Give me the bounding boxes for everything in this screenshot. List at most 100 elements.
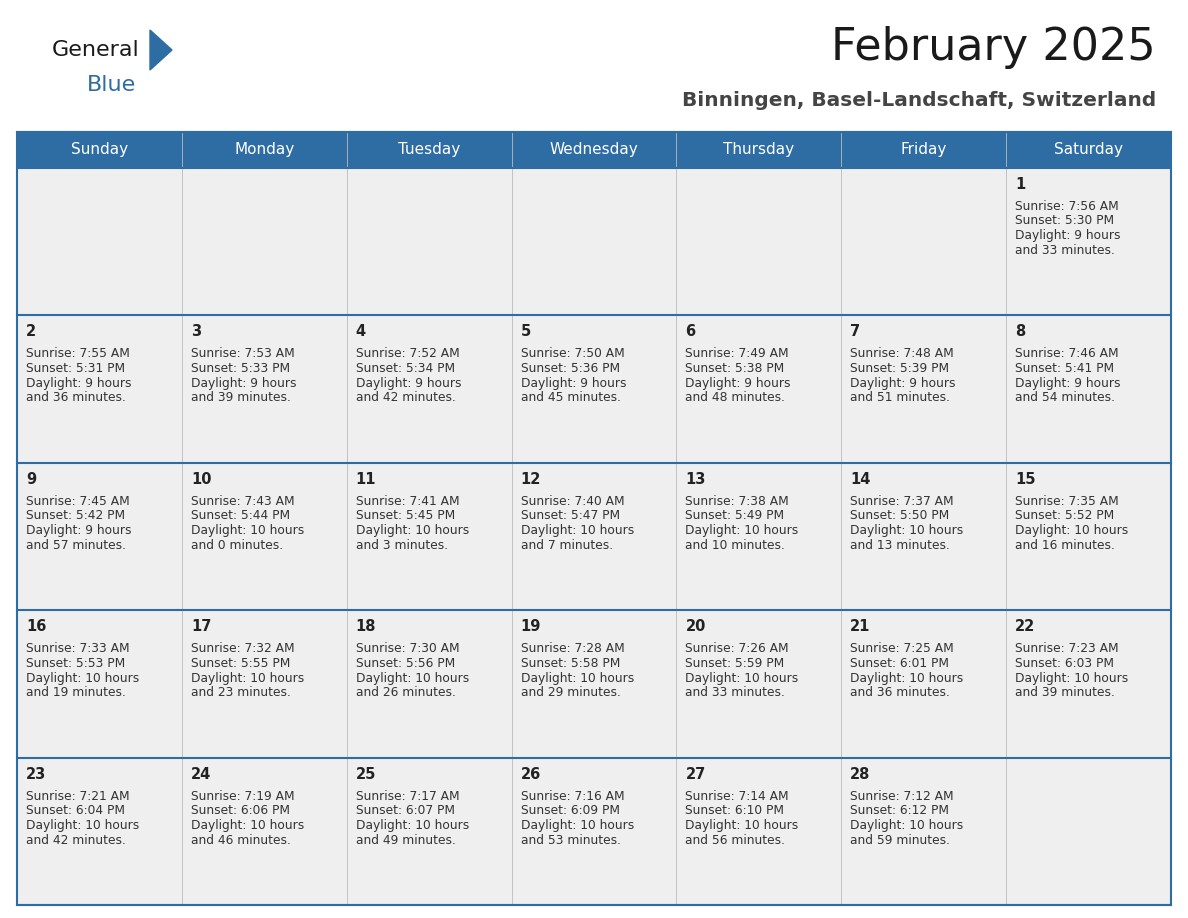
Text: 8: 8 [1015, 324, 1025, 339]
Text: Blue: Blue [87, 75, 137, 95]
Text: Daylight: 10 hours: Daylight: 10 hours [191, 819, 304, 832]
Text: Friday: Friday [901, 142, 947, 157]
Text: and 36 minutes.: and 36 minutes. [851, 687, 950, 700]
Text: Wednesday: Wednesday [550, 142, 638, 157]
Text: Sunset: 6:12 PM: Sunset: 6:12 PM [851, 804, 949, 817]
Text: Sunrise: 7:33 AM: Sunrise: 7:33 AM [26, 642, 129, 655]
Bar [841, 167, 1006, 315]
Text: 4: 4 [355, 324, 366, 339]
Bar [347, 315, 512, 463]
Text: Sunrise: 7:43 AM: Sunrise: 7:43 AM [191, 495, 295, 508]
Text: and 13 minutes.: and 13 minutes. [851, 539, 950, 552]
Text: 3: 3 [191, 324, 201, 339]
Text: and 7 minutes.: and 7 minutes. [520, 539, 613, 552]
Text: Sunset: 5:59 PM: Sunset: 5:59 PM [685, 656, 785, 670]
Text: 28: 28 [851, 767, 871, 781]
Text: Sunrise: 7:49 AM: Sunrise: 7:49 AM [685, 347, 789, 360]
Bar [347, 463, 512, 610]
Text: Daylight: 10 hours: Daylight: 10 hours [191, 524, 304, 537]
Text: Sunset: 5:45 PM: Sunset: 5:45 PM [355, 509, 455, 522]
Text: Sunrise: 7:56 AM: Sunrise: 7:56 AM [1015, 199, 1119, 212]
Text: Sunrise: 7:45 AM: Sunrise: 7:45 AM [26, 495, 129, 508]
Text: 2: 2 [26, 324, 36, 339]
Bar [512, 315, 676, 463]
Text: Daylight: 10 hours: Daylight: 10 hours [355, 524, 469, 537]
Text: Daylight: 10 hours: Daylight: 10 hours [1015, 672, 1129, 685]
Text: 14: 14 [851, 472, 871, 487]
Text: Daylight: 10 hours: Daylight: 10 hours [1015, 524, 1129, 537]
Text: 5: 5 [520, 324, 531, 339]
Bar [676, 167, 841, 315]
Text: Daylight: 9 hours: Daylight: 9 hours [1015, 230, 1120, 242]
Text: Sunset: 5:58 PM: Sunset: 5:58 PM [520, 656, 620, 670]
Text: Sunrise: 7:12 AM: Sunrise: 7:12 AM [851, 789, 954, 802]
Bar [17, 463, 182, 610]
Text: Sunrise: 7:53 AM: Sunrise: 7:53 AM [191, 347, 295, 360]
Text: Daylight: 9 hours: Daylight: 9 hours [26, 524, 132, 537]
Bar [1006, 167, 1171, 315]
Text: Sunrise: 7:14 AM: Sunrise: 7:14 AM [685, 789, 789, 802]
Text: 20: 20 [685, 619, 706, 634]
Text: Daylight: 10 hours: Daylight: 10 hours [851, 819, 963, 832]
Polygon shape [150, 30, 172, 70]
Text: and 51 minutes.: and 51 minutes. [851, 391, 950, 405]
Text: Sunrise: 7:26 AM: Sunrise: 7:26 AM [685, 642, 789, 655]
Text: Sunrise: 7:32 AM: Sunrise: 7:32 AM [191, 642, 295, 655]
Bar [676, 757, 841, 905]
Text: 27: 27 [685, 767, 706, 781]
Text: and 16 minutes.: and 16 minutes. [1015, 539, 1116, 552]
Text: Sunset: 6:07 PM: Sunset: 6:07 PM [355, 804, 455, 817]
Text: Sunset: 6:06 PM: Sunset: 6:06 PM [191, 804, 290, 817]
Text: Sunset: 5:53 PM: Sunset: 5:53 PM [26, 656, 125, 670]
Text: 13: 13 [685, 472, 706, 487]
Text: Daylight: 9 hours: Daylight: 9 hours [685, 376, 791, 389]
Text: Sunrise: 7:40 AM: Sunrise: 7:40 AM [520, 495, 624, 508]
Text: General: General [52, 40, 140, 60]
Text: Sunset: 5:50 PM: Sunset: 5:50 PM [851, 509, 949, 522]
Text: 10: 10 [191, 472, 211, 487]
Text: Sunset: 6:03 PM: Sunset: 6:03 PM [1015, 656, 1114, 670]
Bar [512, 463, 676, 610]
Text: and 42 minutes.: and 42 minutes. [26, 834, 126, 847]
Text: Monday: Monday [234, 142, 295, 157]
Text: Sunrise: 7:28 AM: Sunrise: 7:28 AM [520, 642, 625, 655]
Text: and 29 minutes.: and 29 minutes. [520, 687, 620, 700]
Bar [17, 757, 182, 905]
Bar [676, 315, 841, 463]
Text: Daylight: 9 hours: Daylight: 9 hours [851, 376, 956, 389]
Text: Sunday: Sunday [71, 142, 128, 157]
Bar [182, 315, 347, 463]
Text: February 2025: February 2025 [832, 26, 1156, 69]
Text: and 49 minutes.: and 49 minutes. [355, 834, 455, 847]
Text: 23: 23 [26, 767, 46, 781]
Text: Daylight: 10 hours: Daylight: 10 hours [851, 672, 963, 685]
Text: 1: 1 [1015, 176, 1025, 192]
Bar [512, 757, 676, 905]
Text: Sunrise: 7:17 AM: Sunrise: 7:17 AM [355, 789, 460, 802]
Text: and 26 minutes.: and 26 minutes. [355, 687, 455, 700]
Text: 16: 16 [26, 619, 46, 634]
Text: Sunset: 5:34 PM: Sunset: 5:34 PM [355, 362, 455, 375]
Text: Sunset: 5:42 PM: Sunset: 5:42 PM [26, 509, 125, 522]
Text: Sunrise: 7:21 AM: Sunrise: 7:21 AM [26, 789, 129, 802]
Text: 25: 25 [355, 767, 377, 781]
Text: Daylight: 10 hours: Daylight: 10 hours [26, 819, 139, 832]
Text: Sunset: 6:01 PM: Sunset: 6:01 PM [851, 656, 949, 670]
Text: Sunset: 6:09 PM: Sunset: 6:09 PM [520, 804, 620, 817]
Text: and 56 minutes.: and 56 minutes. [685, 834, 785, 847]
Text: Daylight: 10 hours: Daylight: 10 hours [685, 672, 798, 685]
Text: Sunset: 5:49 PM: Sunset: 5:49 PM [685, 509, 784, 522]
Text: Daylight: 10 hours: Daylight: 10 hours [355, 672, 469, 685]
Text: Sunset: 5:36 PM: Sunset: 5:36 PM [520, 362, 620, 375]
Text: and 33 minutes.: and 33 minutes. [685, 687, 785, 700]
Text: Tuesday: Tuesday [398, 142, 460, 157]
Text: Sunset: 5:39 PM: Sunset: 5:39 PM [851, 362, 949, 375]
Bar [17, 315, 182, 463]
Bar [841, 463, 1006, 610]
Text: and 39 minutes.: and 39 minutes. [191, 391, 291, 405]
Bar [512, 167, 676, 315]
Bar [512, 610, 676, 757]
Text: 19: 19 [520, 619, 541, 634]
Text: Daylight: 9 hours: Daylight: 9 hours [355, 376, 461, 389]
Bar [1006, 315, 1171, 463]
